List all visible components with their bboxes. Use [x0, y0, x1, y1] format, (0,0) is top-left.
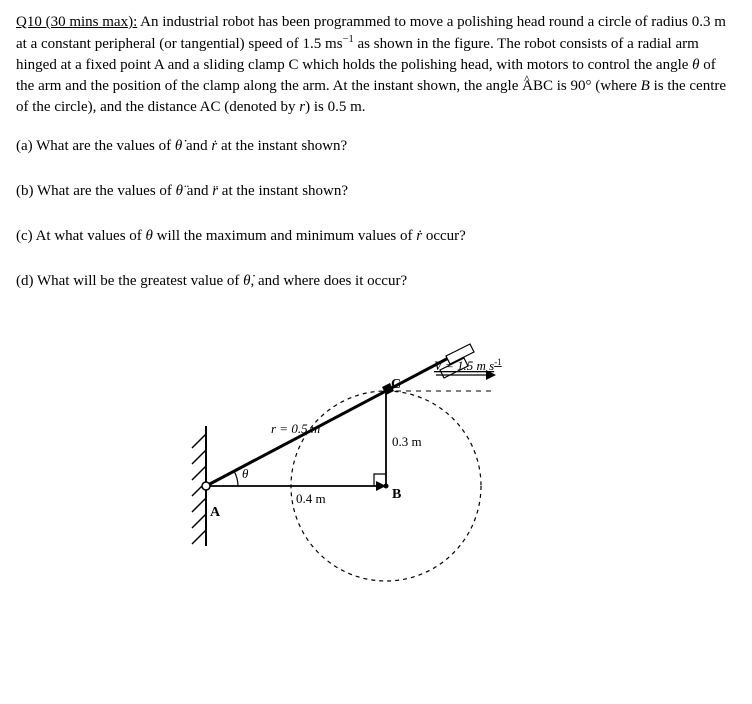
b-pre: (b) What are the values of	[16, 183, 176, 199]
a-pre: (a) What are the values of	[16, 138, 175, 154]
hinge-a	[202, 482, 210, 490]
body-6: ) is 0.5 m.	[305, 99, 365, 115]
a-and: and	[182, 138, 211, 154]
label-r: r = 0.5 m	[271, 421, 320, 436]
exp-1: −1	[343, 34, 354, 45]
part-d: (d) What will be the greatest value of θ…	[16, 271, 736, 292]
part-b: (b) What are the values of θ̈ and r̈ at …	[16, 181, 736, 202]
d-v1: θ̇	[243, 273, 250, 289]
b-v1: θ̈	[176, 183, 183, 199]
label-theta: θ	[242, 466, 249, 481]
label-ab: 0.4 m	[296, 491, 326, 506]
d-pre: (d) What will be the greatest value of	[16, 273, 243, 289]
theta: θ	[692, 57, 699, 73]
c-mid: will the maximum and minimum values of	[153, 228, 416, 244]
b-letter: B	[641, 78, 650, 94]
a-post: at the instant shown?	[217, 138, 347, 154]
label-cb: 0.3 m	[392, 434, 422, 449]
question-header: Q10 (30 mins max): An industrial robot h…	[16, 12, 736, 118]
body-4: is 90° (where	[553, 78, 641, 94]
b-post: at the instant shown?	[218, 183, 348, 199]
part-a: (a) What are the values of θ̇ and ṙ at t…	[16, 136, 736, 157]
hatch	[192, 514, 206, 528]
q-number: Q10 (30 mins max):	[16, 14, 137, 30]
hatch	[192, 466, 206, 480]
part-c: (c) At what values of θ will the maximum…	[16, 226, 736, 247]
hatch	[192, 498, 206, 512]
c-th: θ	[146, 228, 153, 244]
b-and: and	[183, 183, 212, 199]
label-v: V = 1.5 m s-1	[434, 357, 502, 373]
label-c: C	[391, 377, 401, 392]
d-post: , and where does it occur?	[251, 273, 408, 289]
c-post: occur?	[422, 228, 466, 244]
hatch	[192, 434, 206, 448]
c-pre: (c) At what values of	[16, 228, 146, 244]
theta-arc	[234, 471, 238, 486]
diagram: V = 1.5 m s-1 C r = 0.5 m 0.3 m θ 0.4 m …	[166, 316, 586, 616]
point-b	[384, 484, 389, 489]
label-a: A	[210, 505, 221, 520]
label-b: B	[392, 487, 401, 502]
hatch	[192, 530, 206, 544]
hatch	[192, 450, 206, 464]
